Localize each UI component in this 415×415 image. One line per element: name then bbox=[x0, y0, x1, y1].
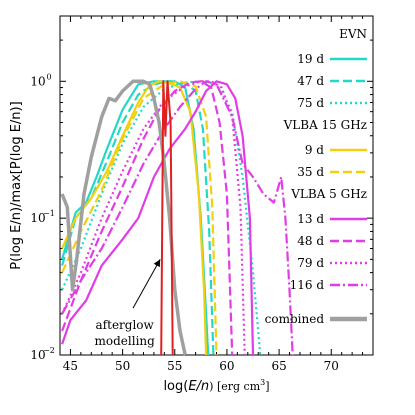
legend-entry-label: 13 d bbox=[297, 212, 324, 226]
y-tick-exponent: −2 bbox=[43, 346, 55, 355]
annotation-text-line2: modelling bbox=[95, 334, 156, 348]
legend-entry-label: 75 d bbox=[297, 96, 324, 110]
series-line-13-d bbox=[61, 80, 255, 356]
legend-entry-label: 47 d bbox=[297, 74, 324, 88]
legend-entry-label: 9 d bbox=[305, 143, 324, 157]
x-tick-label: 60 bbox=[219, 359, 234, 373]
legend-entry-label: 116 d bbox=[290, 278, 325, 292]
annotation-arrow-head bbox=[153, 259, 161, 268]
x-axis-label: log(E/n) [erg cm3] bbox=[163, 378, 269, 394]
y-tick-label: 10 bbox=[30, 74, 45, 88]
legend-entry-label: 19 d bbox=[297, 52, 324, 66]
y-axis-label: P(log E/n)/max[P(log E/n)] bbox=[9, 101, 24, 269]
x-tick-label: 50 bbox=[115, 359, 130, 373]
afterglow-annotation: afterglow modelling bbox=[95, 259, 161, 348]
legend-entry-label: combined bbox=[265, 312, 325, 326]
legend-entry-label: 48 d bbox=[297, 234, 324, 248]
series-line-9-d bbox=[61, 80, 208, 356]
legend-group-heading: VLBA 5 GHz bbox=[290, 187, 367, 201]
series-line-combined bbox=[60, 79, 187, 356]
series-line-35-d bbox=[61, 80, 218, 356]
series-line-19-d bbox=[61, 80, 210, 356]
y-tick-exponent: 0 bbox=[46, 72, 51, 81]
series-line-afterglow bbox=[160, 80, 174, 356]
x-tick-label: 45 bbox=[63, 359, 78, 373]
y-tick-label: 10 bbox=[30, 211, 45, 225]
x-tick-label: 55 bbox=[167, 359, 182, 373]
annotation-arrow-line bbox=[132, 259, 161, 309]
series-line-116-d bbox=[61, 80, 294, 356]
x-tick-label: 70 bbox=[324, 359, 339, 373]
y-tick-exponent: −1 bbox=[43, 209, 55, 218]
plot-frame bbox=[59, 15, 374, 356]
series-line-48-d bbox=[61, 80, 234, 356]
legend: EVN 19 d 47 d 75 d VLBA 15 GHz 9 d 35 d VLBA 5 … bbox=[265, 27, 367, 326]
annotation-text-line1: afterglow bbox=[96, 318, 155, 332]
legend-group-heading: VLBA 15 GHz bbox=[283, 118, 367, 132]
legend-group-heading: EVN bbox=[339, 27, 367, 41]
legend-entry-label: 79 d bbox=[297, 256, 324, 270]
y-tick-label: 10 bbox=[30, 348, 45, 362]
series-line-47-d bbox=[61, 80, 215, 356]
legend-entry-label: 35 d bbox=[297, 165, 324, 179]
series-layer bbox=[60, 79, 294, 356]
x-tick-label: 65 bbox=[271, 359, 286, 373]
